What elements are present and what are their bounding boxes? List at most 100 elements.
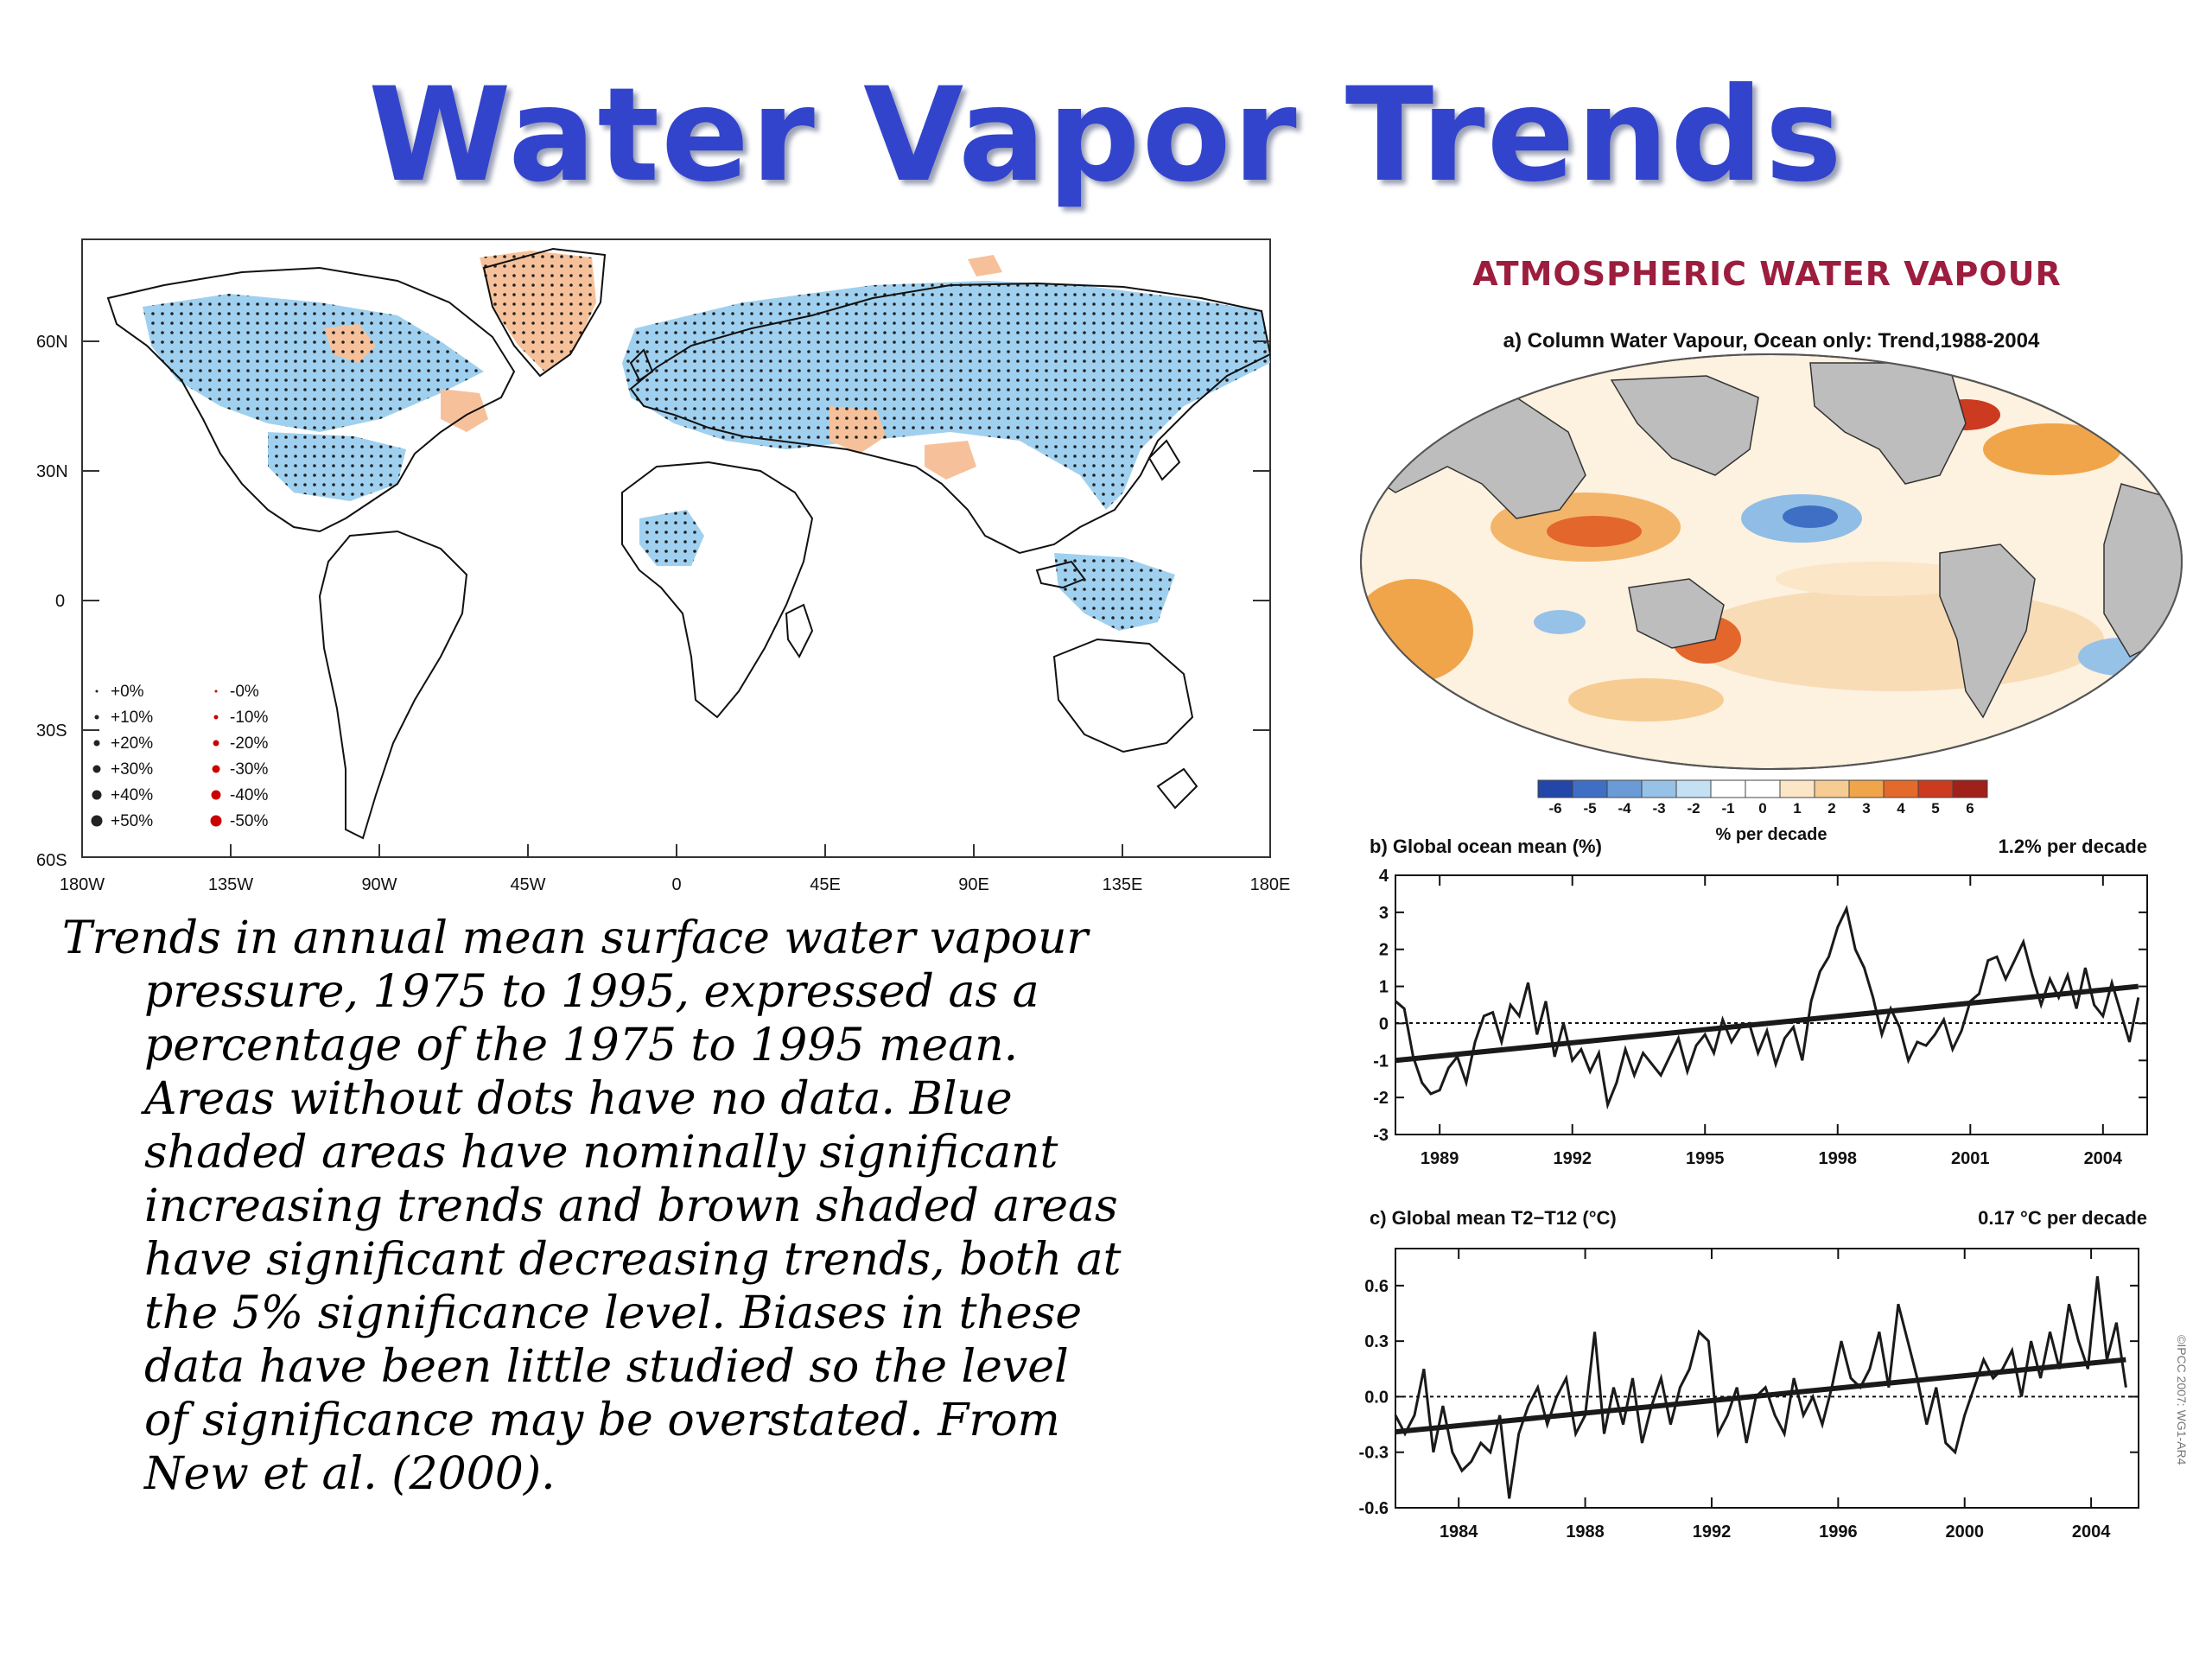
colorbar-tick: -5 [1583,800,1596,817]
x-tick-label: 1988 [1566,1522,1605,1541]
y-tick-label: 2 [1379,941,1389,960]
colorbar-cell [1848,779,1885,798]
colorbar-tick: 1 [1793,800,1801,817]
legend-label: -20% [230,734,268,753]
y-tick-label: 1 [1379,978,1389,997]
lat-label: 60N [36,333,68,352]
colorbar-cell [1883,779,1919,798]
legend-label: -40% [230,786,268,804]
caption-line: data have been little studied so the lev… [144,1341,1069,1393]
x-tick-label: 1992 [1553,1149,1592,1168]
caption-line: pressure, 1975 to 1995, expressed as a [144,966,1039,1018]
legend-dot [93,740,100,747]
legend-label: +10% [111,709,153,727]
colorbar-cell [1606,779,1643,798]
legend-dot [213,740,219,747]
lon-label: 180E [1250,875,1291,894]
caption-line: increasing trends and brown shaded areas [144,1180,1118,1232]
colorbar-label: % per decade [1716,825,1827,844]
x-tick-label: 1995 [1686,1149,1725,1168]
y-tick-label: 4 [1379,867,1389,886]
y-tick-label: 0.0 [1364,1388,1389,1407]
slide-title: Water Vapor Trends [368,60,1844,211]
caption-line: the 5% significance level. Biases in the… [144,1287,1083,1339]
map-ticks [82,340,1270,857]
legend-dot [91,815,103,827]
atmospheric-heading: ATMOSPHERIC WATER VAPOUR [1472,255,2062,293]
panel-b-frame [1395,874,2148,1135]
caption-line: of significance may be overstated. From [144,1395,1060,1446]
colorbar-tick: -1 [1721,800,1734,817]
lon-label: 135E [1103,875,1143,894]
colorbar-tick: -4 [1618,800,1631,817]
lon-label: 45E [810,875,841,894]
ocean-land [1361,362,2182,719]
x-tick-label: 2004 [2072,1522,2111,1541]
colorbar-tick: 3 [1862,800,1870,817]
panel-b-series [1395,904,2140,1110]
y-tick-label: 0.3 [1364,1332,1389,1351]
legend-dot [95,690,99,693]
coastlines [106,247,1270,840]
colorbar-tick: 4 [1897,800,1905,817]
x-tick-label: 1989 [1421,1149,1459,1168]
vapour-trend-map: 60N 30N 0 30S 60S 180W 135W 90W 45W 0 45… [36,238,1291,894]
legend-dot [212,765,220,773]
panel-b-chart: b) Global ocean mean (%) 1.2% per decade… [1370,836,2148,1168]
map-legend: +0% +10% +20% +30% +40% +50% -0% -10% -2… [91,683,268,830]
lon-label: 90W [361,875,397,894]
legend-dot [213,715,219,720]
lon-label: 45W [510,875,545,894]
colorbar-tick: 5 [1931,800,1939,817]
legend-label: -0% [230,683,259,701]
legend-label: +40% [111,786,153,804]
lat-label: 30S [36,721,67,741]
colorbar-tick: -2 [1687,800,1700,817]
ocean-vapour-map: a) Column Water Vapour, Ocean only: Tren… [1360,329,2183,844]
x-tick-label: 1996 [1819,1522,1858,1541]
legend-dot [211,790,221,800]
panel-a-title: a) Column Water Vapour, Ocean only: Tren… [1503,329,2040,353]
x-tick-label: 1998 [1819,1149,1858,1168]
panel-c-title: c) Global mean T2−T12 (°C) [1370,1207,1617,1229]
caption-line: New et al. (2000). [144,1448,556,1500]
legend-label: +30% [111,760,153,779]
x-tick-label: 1992 [1693,1522,1732,1541]
colorbar-tick: 2 [1827,800,1835,817]
colorbar-tick: 0 [1758,800,1766,817]
legend-label: +20% [111,734,153,753]
y-tick-label: -1 [1373,1052,1389,1071]
y-tick-label: 0 [1379,1014,1389,1033]
colorbar-cell [1814,779,1850,798]
legend-label: -50% [230,812,268,830]
colorbar-tick: -6 [1548,800,1561,817]
y-tick-label: -2 [1373,1089,1389,1108]
legend-label: +0% [111,683,144,701]
legend-dot [210,815,222,827]
panel-b-trend-line [1395,983,2139,1064]
colorbar-cell [1710,779,1746,798]
lon-label: 90E [958,875,989,894]
panel-c-trend-line [1395,1357,2126,1435]
lat-label: 30N [36,462,68,481]
colorbar-cell [1917,779,1954,798]
caption-line: Trends in annual mean surface water vapo… [62,912,1089,964]
caption-line: shaded areas have nominally significant [144,1127,1058,1179]
lon-label: 180W [60,875,105,894]
caption-line: have significant decreasing trends, both… [144,1234,1122,1286]
colorbar-tick: 6 [1966,800,1974,817]
colorbar: -6 -5 -4 -3 -2 -1 0 1 2 3 4 5 6 [1537,779,1988,817]
panel-b-annotation: 1.2% per decade [1999,836,2147,857]
y-tick-label: -0.3 [1359,1444,1389,1463]
panel-b-title: b) Global ocean mean (%) [1370,836,1602,857]
legend-label: -10% [230,709,268,727]
caption-line: Areas without dots have no data. Blue [144,1073,1013,1125]
lat-label: 0 [55,592,65,611]
caption-line: percentage of the 1975 to 1995 mean. [144,1020,1019,1071]
panel-c-chart: c) Global mean T2−T12 (°C) 0.17 °C per d… [1359,1207,2189,1541]
y-tick-label: 3 [1379,904,1389,923]
station-dots [143,251,1270,631]
legend-dot [214,690,218,693]
x-tick-label: 2001 [1951,1149,1990,1168]
colorbar-cell [1745,779,1781,798]
